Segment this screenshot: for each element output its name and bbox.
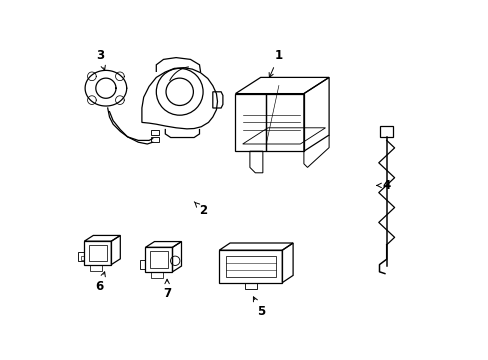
Text: 7: 7 — [163, 279, 171, 300]
Text: 2: 2 — [194, 202, 207, 217]
Text: 1: 1 — [268, 49, 282, 77]
Text: 4: 4 — [376, 179, 390, 192]
Text: 6: 6 — [96, 272, 105, 293]
Text: 3: 3 — [96, 49, 105, 70]
Text: 5: 5 — [253, 297, 264, 318]
